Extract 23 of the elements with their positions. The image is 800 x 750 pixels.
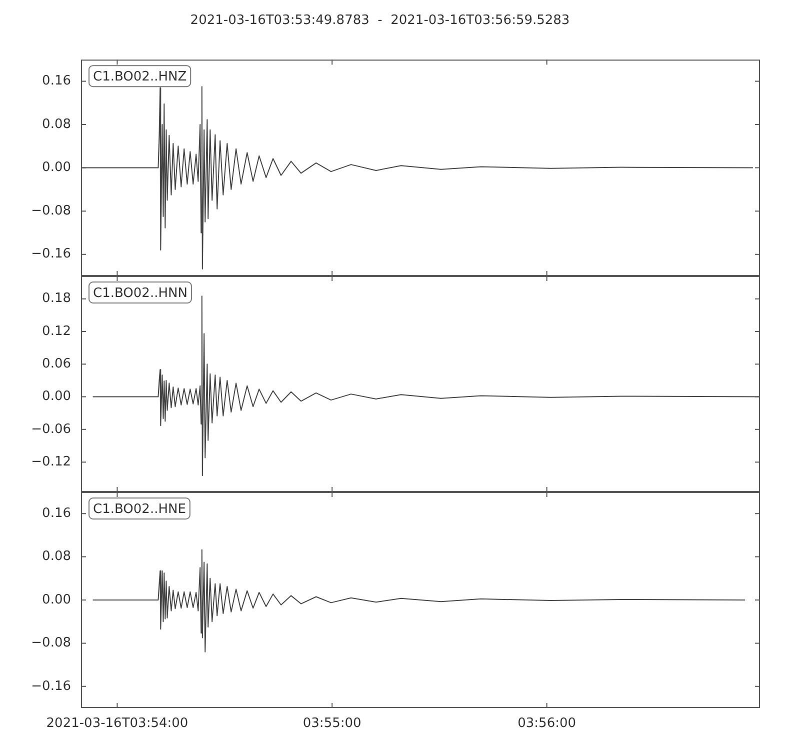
y-tick-label: 0.00 xyxy=(42,389,71,404)
y-tick-label: −0.12 xyxy=(31,454,71,470)
y-tick-label: 0.08 xyxy=(42,116,71,132)
y-tick-label: 0.00 xyxy=(42,160,71,176)
y-tick-label: 0.16 xyxy=(42,74,71,89)
annotation: C1.BO02..HNN xyxy=(93,286,188,301)
y-tick-label: −0.16 xyxy=(31,678,71,694)
y-tick-label: −0.06 xyxy=(31,422,71,437)
x-tick-label: 03:56:00 xyxy=(518,716,576,732)
x-tick-label: 2021-03-16T03:54:00 xyxy=(46,716,188,732)
y-tick-label: 0.12 xyxy=(42,324,71,339)
y-tick-label: −0.16 xyxy=(31,246,71,262)
y-tick-label: 0.16 xyxy=(42,506,71,521)
y-tick-label: 0.00 xyxy=(42,592,71,608)
y-tick-label: 0.08 xyxy=(42,549,71,564)
y-tick-label: −0.08 xyxy=(31,636,71,651)
chart-title: 2021-03-16T03:53:49.8783 - 2021-03-16T03:56:59.5283 xyxy=(190,13,570,28)
y-tick-label: 0.18 xyxy=(42,291,71,306)
y-tick-label: 0.06 xyxy=(42,356,71,372)
x-tick-label: 03:55:00 xyxy=(302,716,362,732)
annotation: C1.BO02..HNE xyxy=(93,502,186,517)
annotation: C1.BO02..HNZ xyxy=(93,69,187,84)
y-tick-label: −0.08 xyxy=(31,203,71,218)
